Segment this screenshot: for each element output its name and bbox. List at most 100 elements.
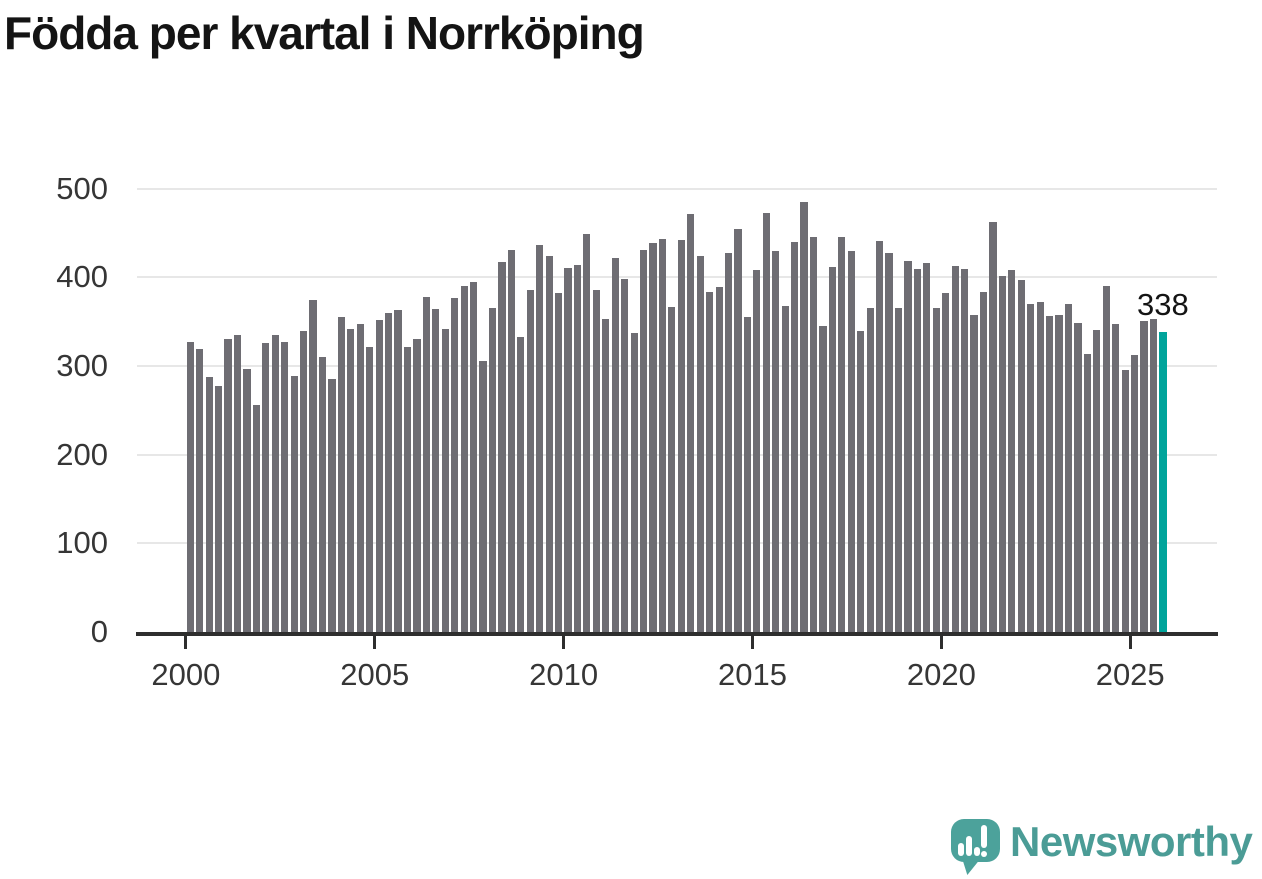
bar	[1017, 280, 1025, 632]
bar	[252, 405, 260, 632]
bar	[1008, 270, 1016, 632]
bar	[356, 324, 364, 632]
bar	[592, 289, 600, 632]
newsworthy-logo-tail	[962, 858, 981, 875]
bar	[819, 326, 827, 632]
bar	[517, 336, 525, 632]
logo-chart-bar-3	[974, 847, 980, 856]
x-axis-tick	[562, 636, 566, 649]
bar	[498, 262, 506, 632]
x-axis-label: 2005	[340, 657, 410, 692]
x-axis-label: 2025	[1095, 657, 1165, 692]
bar	[621, 279, 629, 632]
brand-name: Newsworthy	[1010, 818, 1253, 865]
x-axis-label: 2000	[151, 657, 221, 692]
bar	[639, 249, 648, 632]
bar	[894, 307, 903, 632]
logo-chart-bar-2	[966, 836, 972, 856]
bar	[300, 330, 308, 632]
y-axis-label: 500	[56, 170, 108, 206]
bar	[422, 296, 430, 632]
bar	[488, 307, 497, 632]
logo-exclamation-dot	[981, 851, 987, 857]
bar	[1112, 324, 1120, 632]
bar	[290, 375, 298, 632]
bar	[536, 244, 544, 632]
x-axis-label: 2020	[906, 657, 976, 692]
bar	[611, 257, 619, 632]
bar	[932, 307, 940, 632]
y-axis-label: 200	[56, 436, 108, 472]
highlighted-bar	[1159, 332, 1167, 632]
bar	[658, 239, 667, 632]
bar	[724, 252, 733, 632]
bar	[762, 212, 770, 632]
bar	[375, 319, 383, 632]
bar	[687, 214, 695, 632]
bar	[951, 265, 959, 632]
y-axis-label: 300	[56, 348, 108, 384]
bar	[441, 328, 449, 632]
bar	[215, 386, 223, 632]
bar	[715, 287, 723, 632]
bar	[403, 347, 412, 632]
bar	[743, 317, 752, 632]
bar	[394, 310, 402, 632]
bar	[526, 289, 534, 632]
x-axis-tick	[939, 636, 943, 649]
bar	[1131, 355, 1139, 632]
bar	[781, 305, 789, 632]
bar	[564, 268, 572, 632]
bar	[1083, 354, 1091, 632]
x-axis-tick	[750, 636, 754, 649]
bar	[857, 330, 865, 632]
bar	[1055, 314, 1063, 632]
bar	[668, 306, 676, 632]
bar	[970, 314, 978, 632]
x-axis-tick	[373, 636, 377, 649]
bar	[828, 266, 836, 632]
bar	[1149, 319, 1158, 632]
bar	[554, 293, 563, 632]
x-axis-tick	[1128, 636, 1132, 649]
bar	[696, 256, 704, 632]
y-axis-label: 0	[90, 614, 108, 649]
bar	[649, 242, 657, 632]
bar	[602, 319, 610, 632]
bar	[1046, 316, 1054, 632]
bar	[262, 342, 270, 632]
bar	[998, 276, 1006, 632]
bar	[328, 379, 336, 632]
gridline	[137, 276, 1217, 279]
bar	[366, 347, 374, 632]
bar	[1036, 302, 1044, 632]
bar	[630, 333, 638, 632]
bar	[791, 241, 799, 632]
bar	[961, 269, 969, 632]
bar	[337, 317, 345, 632]
bar	[677, 240, 685, 632]
bar	[460, 286, 468, 632]
bar	[347, 328, 355, 632]
bar	[1093, 329, 1101, 632]
bar	[885, 253, 893, 632]
bar	[583, 233, 591, 632]
bar	[469, 281, 478, 632]
bar	[318, 357, 327, 632]
bar	[233, 334, 242, 632]
bar	[413, 338, 421, 632]
gridline	[137, 365, 1217, 368]
x-axis-label: 2015	[717, 657, 787, 692]
bar	[479, 360, 487, 632]
x-axis-label: 2010	[529, 657, 599, 692]
bar	[734, 228, 742, 632]
y-axis-label: 400	[56, 259, 108, 295]
gridline	[137, 453, 1217, 456]
chart-title: Födda per kvartal i Norrköping	[4, 7, 645, 59]
bar	[507, 249, 515, 632]
gridline	[137, 187, 1217, 190]
bar	[800, 201, 808, 632]
bar	[838, 236, 846, 632]
bar	[1121, 369, 1129, 632]
